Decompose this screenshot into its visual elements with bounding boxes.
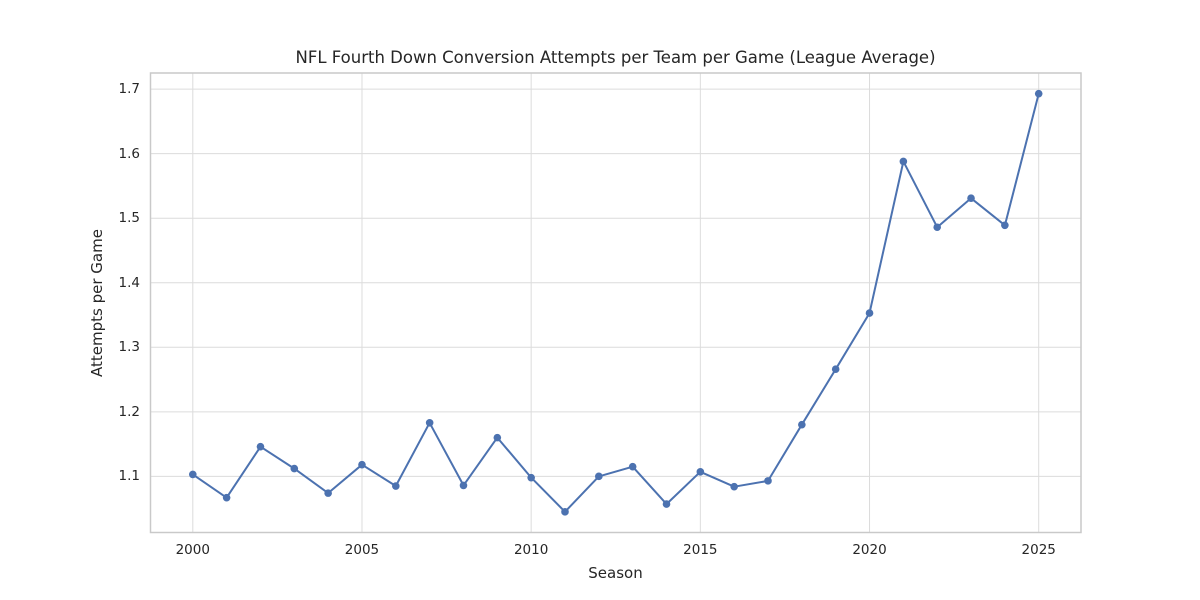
data-point-marker [188, 470, 197, 479]
data-point-marker [899, 157, 908, 166]
data-point-marker [561, 508, 569, 516]
data-point-marker [764, 477, 772, 485]
data-point-marker [290, 464, 299, 473]
chart-title: NFL Fourth Down Conversion Attempts per … [295, 48, 936, 67]
x-tick-label: 2010 [513, 542, 549, 558]
data-point-marker [798, 420, 806, 429]
data-point-marker [628, 462, 637, 471]
y-tick-label: 1.7 [118, 81, 140, 98]
plot-border [149, 72, 1082, 534]
data-point-marker [527, 473, 535, 482]
x-tick-label: 2005 [344, 542, 380, 558]
data-point-marker [392, 482, 400, 490]
y-tick-label: 1.3 [118, 339, 140, 356]
data-point-marker [425, 418, 434, 427]
data-point-marker [222, 493, 231, 502]
data-point-marker [865, 309, 874, 317]
y-tick-label: 1.1 [118, 468, 140, 485]
x-axis-label: Season [588, 564, 643, 582]
y-tick-label: 1.5 [118, 210, 140, 227]
x-tick-label: 2020 [852, 542, 887, 558]
data-point-marker [933, 223, 941, 232]
data-point-marker [493, 433, 502, 442]
data-point-marker [459, 481, 468, 490]
x-tick-label: 2025 [1021, 542, 1056, 558]
data-point-marker [358, 460, 366, 469]
data-point-marker [256, 442, 265, 451]
data-point-marker [967, 194, 975, 203]
data-point-marker [662, 500, 671, 508]
data-point-marker [730, 482, 738, 491]
data-point-marker [1001, 221, 1009, 230]
trend-line [191, 92, 1040, 513]
x-tick-label: 2000 [175, 542, 210, 558]
y-tick-label: 1.2 [118, 403, 140, 420]
x-tick-label: 2015 [683, 542, 718, 558]
y-tick-label: 1.6 [118, 145, 140, 162]
data-point-marker [1034, 89, 1043, 98]
data-point-marker [696, 468, 705, 476]
y-tick-label: 1.4 [118, 274, 140, 291]
data-point-marker [595, 472, 603, 481]
data-point-marker [831, 365, 840, 374]
data-point-marker [324, 489, 332, 497]
